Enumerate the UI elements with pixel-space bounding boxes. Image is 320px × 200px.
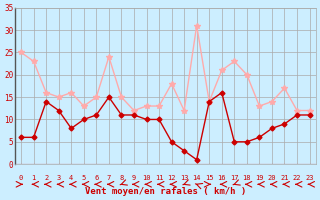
X-axis label: Vent moyen/en rafales ( km/h ): Vent moyen/en rafales ( km/h ) bbox=[85, 187, 246, 196]
